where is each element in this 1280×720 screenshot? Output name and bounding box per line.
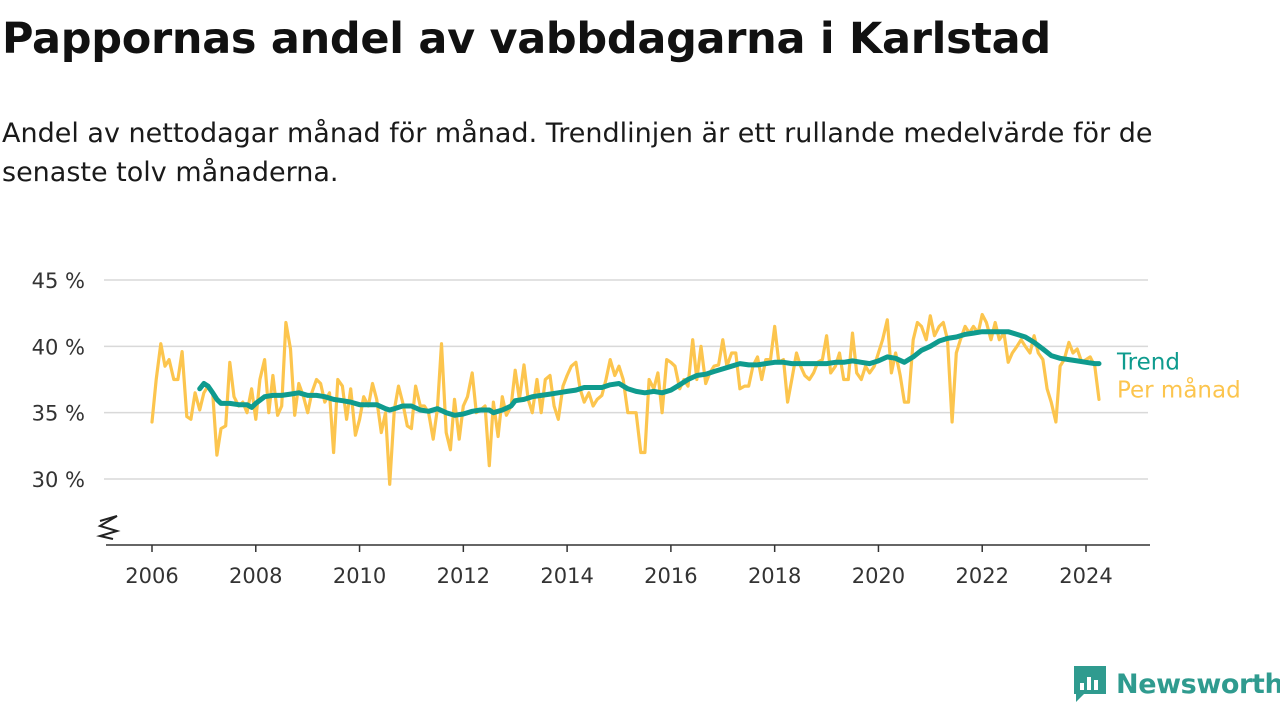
axis-break-icon [96, 515, 121, 540]
x-tick-label: 2022 [955, 564, 1008, 588]
x-tick-label: 2024 [1059, 564, 1112, 588]
y-tick-label: 40 % [32, 335, 85, 359]
y-tick-label: 45 % [32, 269, 85, 293]
x-axis: 2006 2008 2010 2012 2014 2016 2018 2020 2022 2024 [96, 515, 1150, 588]
chart-subtitle: Andel av nettodagar månad för månad. Tre… [2, 118, 1153, 188]
legend-label-monthly: Per månad [1117, 375, 1241, 403]
trend-line [197, 329, 1102, 418]
y-tick-label: 35 % [32, 402, 85, 426]
x-tick-label: 2016 [644, 564, 697, 588]
x-tick-label: 2010 [333, 564, 386, 588]
x-tick-label: 2018 [748, 564, 801, 588]
y-axis-ticks: 30 % 35 % 40 % 45 % [32, 269, 85, 492]
newsworthy-logo: Newsworthy [1072, 664, 1280, 704]
x-tick-label: 2020 [852, 564, 905, 588]
series-lines [150, 312, 1102, 486]
monthly-line [150, 312, 1101, 486]
x-tick-label: 2006 [125, 564, 178, 588]
chart-title: Pappornas andel av vabbdagarna i Karlsta… [2, 14, 1051, 64]
brand-name: Newsworthy [1116, 668, 1280, 700]
y-tick-label: 30 % [32, 468, 85, 492]
bar-chart-speech-bubble-icon [1074, 666, 1106, 702]
legend-label-trend: Trend [1116, 350, 1180, 376]
x-tick-label: 2014 [540, 564, 593, 588]
x-tick-label: 2008 [229, 564, 282, 588]
x-tick-label: 2012 [437, 564, 490, 588]
